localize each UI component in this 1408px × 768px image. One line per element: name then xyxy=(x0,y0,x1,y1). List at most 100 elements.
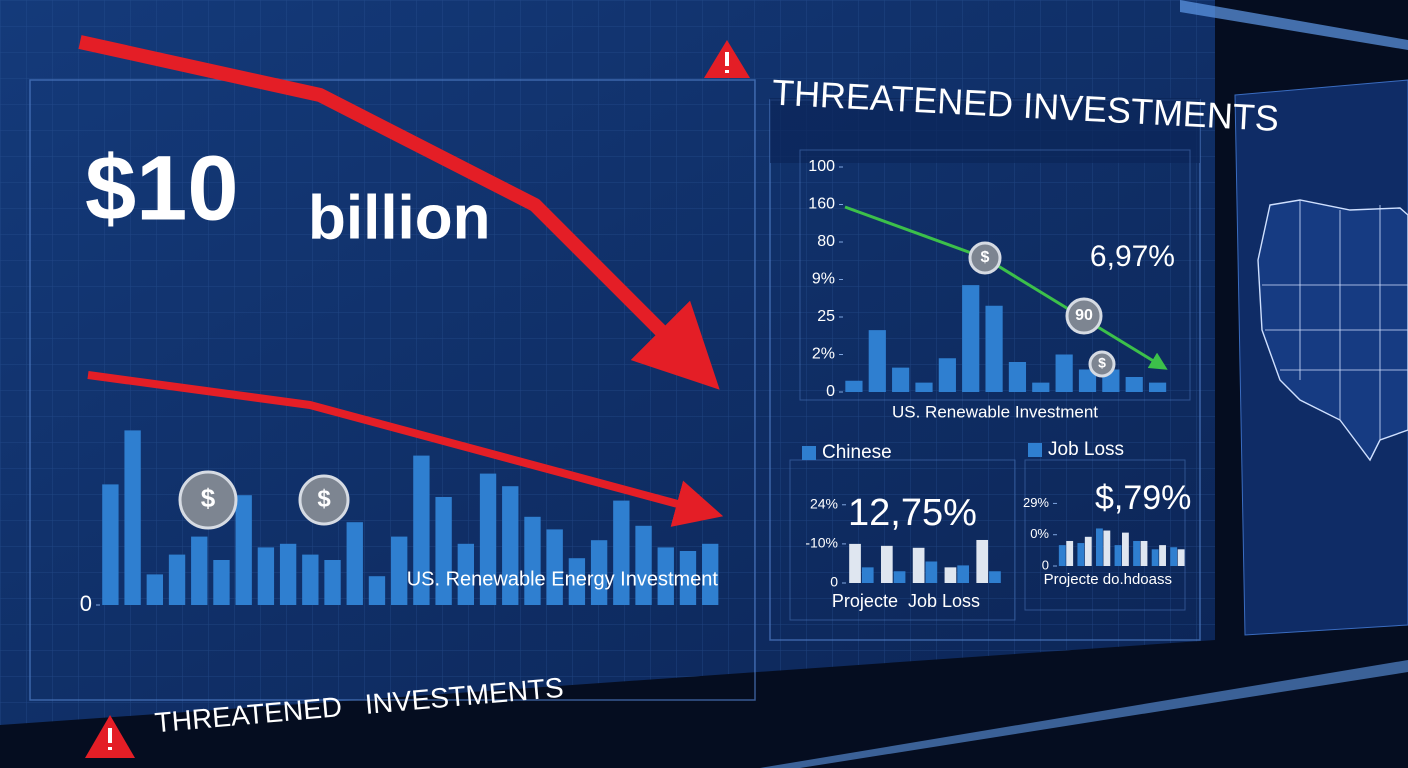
bar xyxy=(146,574,163,605)
coin-icon xyxy=(298,474,350,526)
light-strip xyxy=(760,660,1408,768)
bar xyxy=(168,554,186,605)
legend-label: Chinese xyxy=(822,442,892,463)
y-tick-label: 24% xyxy=(810,495,838,511)
bar xyxy=(368,576,386,605)
y-tick-label: 25 xyxy=(817,308,835,325)
bar xyxy=(985,305,1003,392)
bar xyxy=(391,536,408,605)
bar xyxy=(1055,354,1073,392)
chart-frame xyxy=(799,149,1191,401)
y-tick-label: 0 xyxy=(830,574,838,590)
headline-amount: $10 xyxy=(85,137,239,239)
bar xyxy=(657,547,674,605)
legend-swatch xyxy=(1028,443,1042,457)
y-tick-label: 29% xyxy=(1023,495,1049,510)
bar xyxy=(457,543,474,605)
annotation: 90 xyxy=(1075,307,1093,324)
annotation: $ xyxy=(201,483,216,513)
legend-label: Job Loss xyxy=(1048,439,1124,460)
bar xyxy=(124,430,141,605)
annotation: 6,97% xyxy=(1090,240,1175,273)
bar xyxy=(235,495,252,605)
bar xyxy=(893,571,906,583)
bar xyxy=(257,547,275,605)
coin-icon xyxy=(1065,297,1103,335)
bar xyxy=(479,473,497,605)
bar xyxy=(302,554,319,605)
bar xyxy=(925,561,938,583)
y-tick-label: 0 xyxy=(80,591,92,616)
bar xyxy=(1032,382,1050,392)
chart-frame xyxy=(789,459,1016,621)
bar xyxy=(845,380,863,392)
bar xyxy=(944,567,957,583)
bar xyxy=(976,539,989,583)
bar xyxy=(1066,540,1074,566)
bar xyxy=(1140,540,1148,566)
y-tick-label: 0 xyxy=(1042,557,1049,572)
map-borders xyxy=(1262,200,1408,440)
bar xyxy=(962,285,980,392)
y-tick-label: -10% xyxy=(805,535,838,551)
bar xyxy=(938,358,956,392)
bar xyxy=(1058,545,1066,566)
bar xyxy=(679,551,697,605)
coin-icon xyxy=(968,241,1002,275)
y-tick-label: 0 xyxy=(826,383,835,400)
left-panel xyxy=(29,79,756,701)
bar xyxy=(590,540,608,605)
bar xyxy=(1148,382,1167,392)
banner-bg xyxy=(770,98,1200,163)
x-axis-label: Projecte do.hdoass xyxy=(1044,571,1172,588)
bar xyxy=(413,455,430,605)
bar xyxy=(1078,369,1097,392)
bar xyxy=(1177,549,1185,566)
bar xyxy=(892,367,910,392)
bar xyxy=(1103,530,1111,566)
annotation: $ xyxy=(317,485,331,512)
trend-arrow xyxy=(78,35,720,390)
bar xyxy=(1096,528,1103,566)
x-axis-label: US. Renewable Investment xyxy=(892,402,1098,421)
bar xyxy=(1114,545,1122,566)
x-axis-label: US. Renewable Energy Investment xyxy=(407,568,719,590)
bar xyxy=(849,543,861,583)
bar xyxy=(635,525,652,605)
bar xyxy=(861,567,874,583)
bar xyxy=(102,484,119,605)
bar xyxy=(868,330,886,392)
bar xyxy=(524,516,541,605)
trend-arrow xyxy=(87,371,724,527)
bar xyxy=(957,565,970,583)
bar xyxy=(324,560,341,605)
bar xyxy=(1151,549,1159,566)
bar xyxy=(1008,362,1027,392)
bar xyxy=(1122,532,1129,566)
annotation: $ xyxy=(1098,355,1106,371)
bar xyxy=(702,543,719,605)
bar xyxy=(880,545,893,583)
y-tick-label: 9% xyxy=(812,271,835,288)
y-tick-label: 2% xyxy=(812,346,835,363)
bar xyxy=(213,560,230,605)
bar xyxy=(1170,547,1178,566)
bar xyxy=(613,500,630,605)
y-tick-label: 100 xyxy=(808,158,835,175)
bar xyxy=(1159,545,1166,566)
light-strip xyxy=(1180,0,1408,50)
bar xyxy=(546,529,563,605)
bar xyxy=(435,497,452,605)
annotation: $,79% xyxy=(1095,479,1191,517)
annotation: $ xyxy=(981,249,990,266)
bar xyxy=(191,536,208,605)
y-tick-label: 0% xyxy=(1030,526,1049,541)
bar xyxy=(279,543,297,605)
coin-icon xyxy=(1088,350,1116,378)
screen-grid xyxy=(0,0,1215,725)
bar xyxy=(1125,377,1143,392)
y-tick-label: 80 xyxy=(817,233,835,250)
bar xyxy=(1077,543,1085,566)
legend-swatch xyxy=(802,446,816,460)
